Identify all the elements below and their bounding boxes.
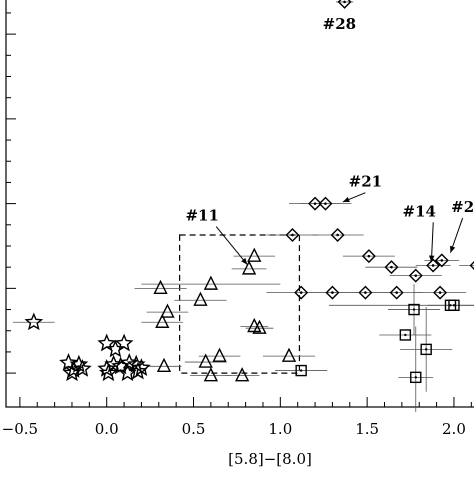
square-point [295, 364, 307, 377]
diamond-point [308, 196, 323, 211]
diamond-point [330, 227, 345, 242]
triangle-point [198, 353, 213, 368]
annotation-label: #28 [323, 15, 356, 33]
diamond-point-dot [440, 259, 444, 262]
square-point [399, 329, 412, 341]
square-point [448, 299, 460, 312]
annotation-arrowhead [428, 255, 435, 263]
triangle-point [203, 275, 219, 290]
triangle-point [234, 367, 250, 382]
triangle-point [153, 279, 168, 295]
diamond-point-dot [414, 274, 418, 277]
star-point [114, 333, 134, 352]
square-point-dot [299, 369, 303, 372]
triangle-point [155, 313, 170, 328]
diamond-point-dot [291, 233, 294, 237]
diamond-point-dot [313, 202, 317, 205]
diamond-point-dot [343, 0, 346, 4]
square-point [410, 371, 422, 384]
diamond-point [318, 196, 333, 211]
triangle-point [212, 347, 227, 362]
diamond-point-dot [367, 254, 371, 258]
x-tick-label: 0.0 [95, 420, 119, 438]
annotation-arrowhead [342, 196, 350, 203]
diamond-point [469, 261, 474, 270]
triangle-point [241, 260, 257, 275]
star-point [64, 359, 84, 378]
star-point [97, 359, 117, 377]
x-tick-label: 2.0 [442, 420, 466, 438]
diamond-point [358, 285, 373, 300]
diamond-point-dot [331, 291, 334, 294]
star-point [97, 333, 117, 352]
star-point [62, 363, 82, 382]
star-point [128, 361, 148, 380]
star-point [73, 359, 92, 377]
diamond-point [426, 258, 441, 273]
diamond-point [361, 249, 376, 264]
diamond-point [285, 227, 300, 242]
diamond-point [337, 0, 352, 9]
diamond-point [294, 285, 309, 300]
star-point [69, 354, 89, 373]
annotation-label: #2 [451, 198, 474, 216]
x-axis-title: [5.8]−[8.0] [228, 450, 312, 468]
triangle-point [247, 317, 262, 333]
diamond-point-dot [431, 264, 435, 267]
triangle-point [160, 303, 175, 318]
star-point [132, 358, 151, 376]
diamond-point [433, 285, 448, 300]
triangle-point [203, 367, 219, 382]
diamond-point-dot [364, 291, 367, 294]
annotation-arrow [430, 222, 434, 263]
diamond-point [408, 268, 423, 283]
diamond-point [325, 285, 340, 300]
diamond-point-dot [395, 291, 398, 294]
star-point [106, 339, 125, 358]
triangle-point [193, 291, 208, 306]
triangle-point [281, 347, 297, 362]
square-point-dot [452, 304, 456, 307]
annotation-label: #14 [403, 202, 436, 220]
triangle-point [252, 319, 267, 334]
square-point [408, 303, 420, 316]
diamond-point-dot [336, 233, 339, 237]
square-point [420, 343, 432, 356]
plot-frame [5, 0, 474, 408]
star-point [118, 363, 137, 382]
square-point-dot [449, 304, 452, 307]
diamond-point-dot [390, 265, 393, 269]
x-tick-label: 1.0 [268, 420, 292, 438]
annotation-label: #11 [185, 207, 218, 225]
square-point-dot [404, 333, 407, 337]
annotation-arrowhead [241, 257, 248, 265]
diamond-point-dot [438, 291, 442, 294]
square-point-dot [414, 376, 417, 379]
square-point-dot [412, 308, 416, 311]
x-tick-label: 0.5 [182, 420, 206, 438]
diamond-point [434, 253, 449, 268]
annotation-arrow [215, 226, 248, 265]
x-tick-label: −0.5 [2, 420, 38, 438]
annotation-label: #21 [349, 173, 382, 191]
star-point [24, 312, 44, 331]
diamond-point-dot [299, 291, 303, 294]
diamond-point [384, 260, 399, 275]
star-point [99, 363, 118, 382]
triangle-point [156, 357, 172, 373]
diamond-point-dot [324, 202, 327, 205]
square-point-dot [424, 348, 428, 351]
triangle-point [247, 247, 262, 262]
annotation-arrowhead [450, 245, 456, 253]
diamond-point [389, 285, 404, 300]
x-tick-label: 1.5 [355, 420, 379, 438]
